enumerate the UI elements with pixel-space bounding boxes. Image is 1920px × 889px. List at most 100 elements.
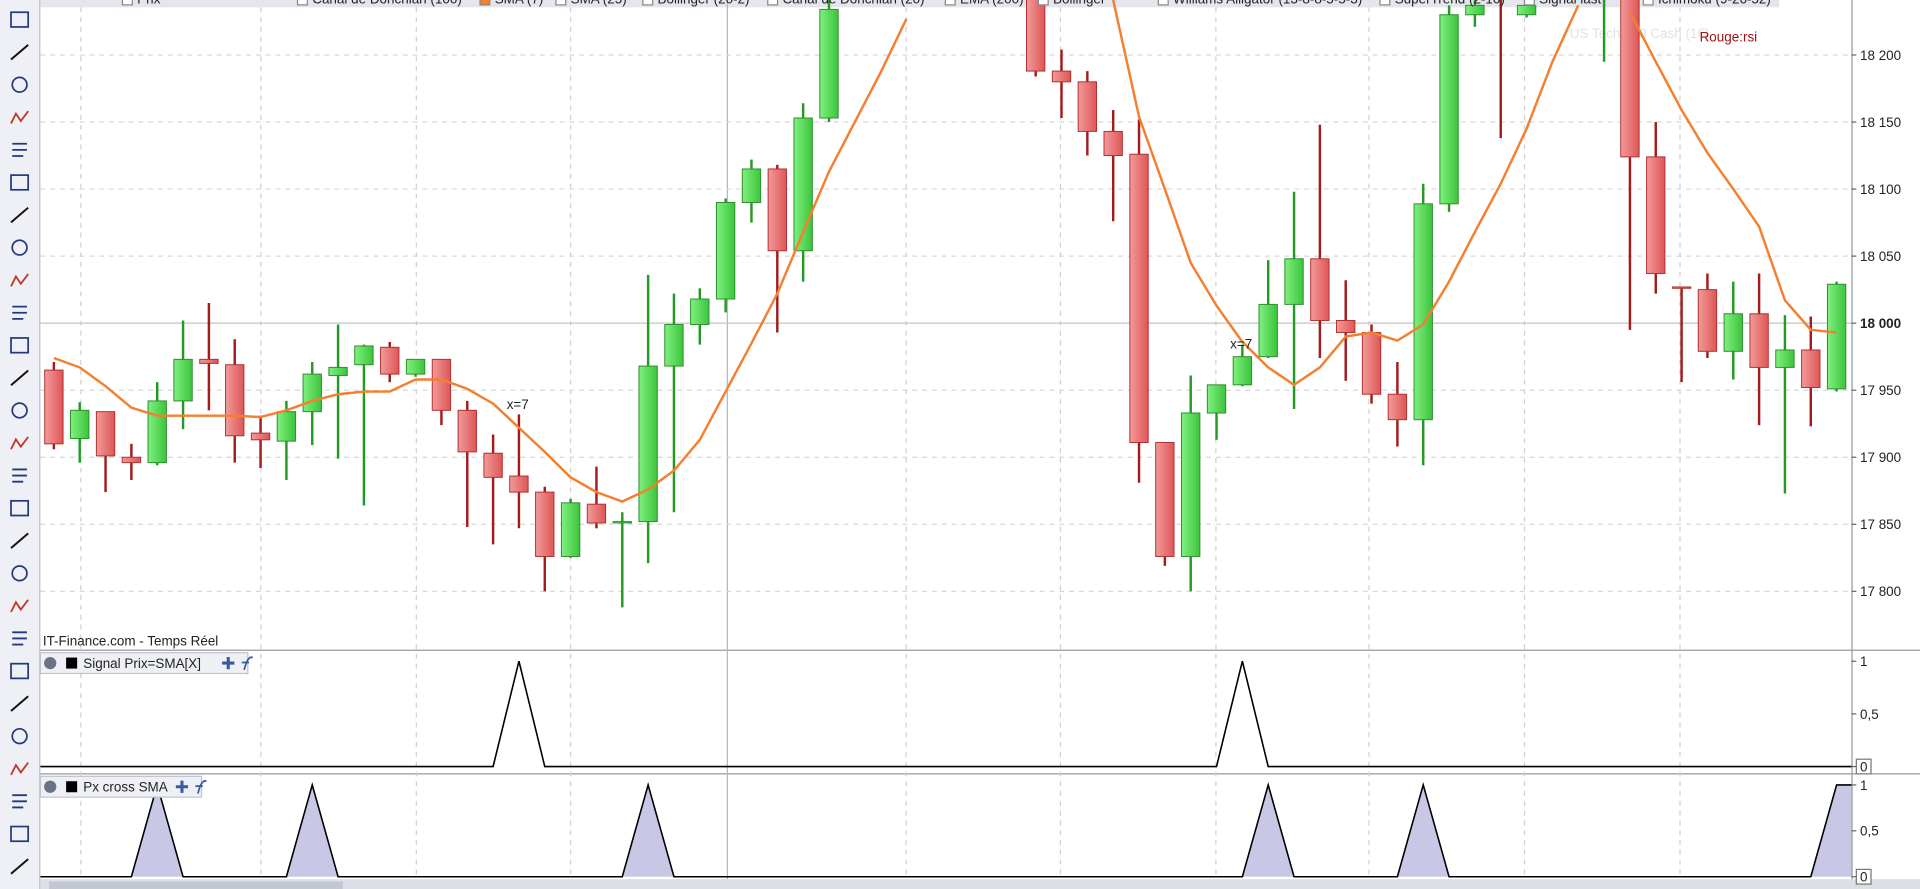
indicator-checkbox[interactable]	[1037, 0, 1049, 6]
tool-button[interactable]	[12, 631, 27, 646]
candle-body	[483, 452, 503, 478]
tool-button[interactable]	[10, 44, 29, 61]
fx-button[interactable]	[241, 656, 254, 671]
tool-icon	[10, 762, 29, 776]
fx-button[interactable]	[195, 780, 207, 794]
tool-icon	[10, 499, 30, 517]
color-swatch	[66, 657, 78, 669]
candle-body	[1516, 4, 1537, 16]
tool-icon	[10, 532, 29, 549]
sma-line	[1628, 11, 1837, 334]
scrollbar[interactable]	[40, 879, 1920, 889]
annotation: x=7	[1230, 337, 1252, 352]
close-button[interactable]	[44, 656, 57, 670]
sma-line	[53, 18, 908, 503]
candle-body	[535, 491, 555, 557]
tool-button[interactable]	[10, 206, 29, 224]
tool-button[interactable]	[11, 727, 28, 745]
close-button[interactable]	[44, 780, 57, 793]
tool-icon	[10, 662, 30, 680]
tool-button[interactable]	[10, 436, 29, 450]
signal-area	[40, 784, 1852, 877]
candle-body	[1051, 70, 1072, 83]
grid: US Tech 100 Cash (1€)	[40, 0, 1852, 880]
indicator-checkbox[interactable]	[1157, 0, 1169, 6]
tool-button[interactable]	[11, 76, 28, 93]
tool-icon	[12, 794, 27, 809]
indicator-label[interactable]: SuperTrend (2-10)	[1395, 0, 1505, 7]
tool-button[interactable]	[10, 337, 30, 354]
tool-button[interactable]	[11, 239, 28, 256]
tool-button[interactable]	[12, 305, 27, 320]
candle-body	[741, 168, 762, 203]
indicator-checkbox[interactable]	[121, 0, 133, 6]
indicator-label[interactable]: SMA (25)	[571, 0, 627, 7]
indicator-label[interactable]: Ichimoku (9-26-52)	[1658, 0, 1771, 7]
candle-body	[1103, 130, 1123, 157]
candle-body	[354, 345, 374, 366]
y-tick-label: 18 200	[1860, 48, 1901, 63]
tool-icon	[12, 631, 27, 646]
tool-button[interactable]	[10, 599, 29, 613]
indicator-label[interactable]: Prix	[137, 0, 160, 7]
candle-body	[1826, 283, 1847, 390]
tool-button[interactable]	[10, 662, 30, 680]
tool-icon	[12, 142, 27, 157]
indicator-checkbox[interactable]	[1642, 0, 1654, 6]
tool-button[interactable]	[10, 695, 29, 712]
indicator-checkbox[interactable]	[296, 0, 308, 6]
indicator-label[interactable]: Canal de Donchian (20)	[782, 0, 924, 7]
candle-body	[1336, 319, 1356, 334]
tool-button[interactable]	[10, 110, 29, 124]
tool-icon	[10, 369, 29, 386]
tool-button[interactable]	[10, 858, 29, 875]
indicator-label[interactable]: EMA (200)	[960, 0, 1024, 7]
y-tick-label: 17 900	[1860, 450, 1901, 465]
indicator-checkbox[interactable]	[642, 0, 654, 6]
tool-button[interactable]	[10, 762, 29, 776]
candle-body	[1310, 258, 1330, 321]
candle-body	[509, 475, 529, 493]
indicator-label[interactable]: Signal last	[1539, 0, 1601, 7]
tool-button[interactable]	[12, 142, 27, 157]
tool-button[interactable]	[11, 402, 28, 419]
candle-body	[690, 298, 710, 325]
candle-body	[276, 411, 297, 442]
indicator-label[interactable]: Williams Alligator (13-8-8-5-5-3)	[1173, 0, 1362, 7]
indicator-checkbox[interactable]	[767, 0, 779, 6]
candle-body	[1232, 356, 1253, 386]
source: IT-Finance.com - Temps Réel	[43, 633, 218, 648]
indicator-label[interactable]: Canal de Donchian (100)	[312, 0, 462, 7]
indicator-checkbox[interactable]	[1379, 0, 1391, 6]
indicator-checkbox[interactable]	[555, 0, 567, 6]
tool-button[interactable]	[10, 174, 30, 191]
scroll-thumb[interactable]	[48, 881, 343, 889]
indicator-label[interactable]: SMA (7)	[495, 0, 544, 7]
tool-button[interactable]	[11, 565, 28, 582]
indicator-label[interactable]: Bollinger	[1053, 0, 1106, 7]
indicator-label[interactable]: Bollinger (20-2)	[658, 0, 750, 7]
candle-body	[173, 358, 193, 402]
indicator-checkbox[interactable]	[944, 0, 956, 6]
add-button[interactable]	[222, 656, 235, 670]
add-button[interactable]	[175, 780, 189, 793]
indicator-checkbox[interactable]	[479, 0, 491, 6]
tool-button[interactable]	[12, 468, 27, 483]
tool-icon	[11, 565, 28, 582]
candle-body	[664, 324, 684, 367]
candle-body	[1697, 289, 1718, 352]
tool-icon	[10, 174, 30, 191]
tool-icon	[10, 11, 30, 28]
tool-button[interactable]	[10, 11, 30, 28]
tool-button[interactable]	[12, 794, 27, 809]
candle-body	[199, 358, 219, 364]
tool-button[interactable]	[10, 273, 29, 287]
tool-button[interactable]	[10, 532, 29, 549]
tool-button[interactable]	[10, 499, 30, 517]
tool-icon	[10, 825, 30, 843]
candle-body	[715, 201, 736, 300]
tool-button[interactable]	[10, 369, 29, 386]
candle-body	[1620, 0, 1640, 158]
indicator-checkbox[interactable]	[1523, 0, 1535, 6]
tool-button[interactable]	[10, 825, 30, 843]
